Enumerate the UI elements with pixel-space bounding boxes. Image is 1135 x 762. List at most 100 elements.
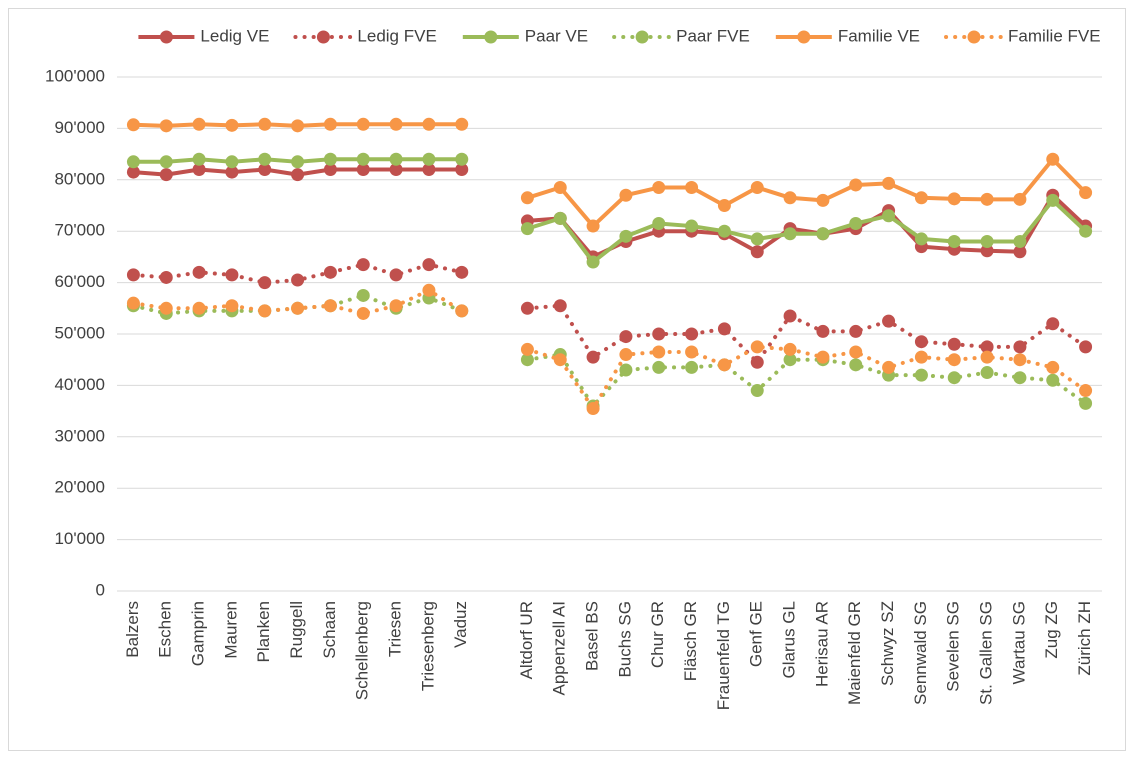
data-point [389, 152, 403, 166]
x-tick-label: Herisau AR [812, 601, 831, 687]
x-tick-label: Zürich ZH [1075, 601, 1094, 676]
data-point [1046, 373, 1060, 387]
data-point [586, 255, 600, 269]
data-point [783, 191, 797, 205]
x-tick-label: Mauren [221, 601, 240, 659]
data-point [455, 152, 469, 166]
data-point [291, 273, 305, 287]
data-point [947, 234, 961, 248]
data-point [258, 276, 272, 290]
data-point [750, 232, 764, 246]
data-point [553, 299, 567, 313]
data-point [1079, 186, 1093, 200]
data-point [717, 199, 731, 212]
data-point [882, 314, 896, 328]
data-point [225, 165, 239, 179]
x-tick-label: Genf GE [747, 601, 766, 667]
data-point [685, 181, 699, 195]
data-point [1013, 353, 1027, 367]
data-point [1013, 371, 1027, 385]
legend-label: Familie VE [838, 26, 920, 45]
data-point [1013, 245, 1027, 259]
x-tick-label: Planken [254, 601, 273, 662]
legend-marker [967, 30, 981, 44]
legend-label: Paar FVE [676, 26, 750, 45]
data-point [126, 155, 140, 169]
x-tick-label: Buchs SG [615, 601, 634, 678]
data-point [849, 178, 863, 192]
data-point [652, 345, 666, 359]
data-point [947, 192, 961, 206]
y-tick-label: 90'000 [54, 118, 105, 137]
x-tick-label: Ruggell [287, 601, 306, 659]
data-point [291, 168, 305, 182]
x-tick-label: Sennwald SG [911, 601, 930, 705]
data-point [159, 270, 173, 284]
data-point [882, 176, 896, 190]
data-point [455, 163, 469, 177]
data-point [291, 301, 305, 315]
data-point [1079, 396, 1093, 410]
data-point [225, 118, 239, 132]
data-point [1046, 193, 1060, 207]
data-point [980, 366, 994, 380]
data-point [914, 368, 928, 382]
x-tick-label: Chur GR [648, 601, 667, 668]
data-point [750, 245, 764, 259]
x-tick-label: Basel BS [583, 601, 602, 671]
data-point [323, 152, 337, 166]
data-point [389, 268, 403, 282]
data-point [619, 348, 633, 362]
data-point [258, 117, 272, 131]
data-point [947, 353, 961, 367]
data-point [422, 152, 436, 166]
data-point [783, 309, 797, 323]
y-tick-label: 20'000 [54, 478, 105, 497]
data-point [947, 371, 961, 385]
data-point [685, 345, 699, 359]
data-point [1013, 192, 1027, 206]
data-point [356, 117, 370, 131]
data-point [652, 216, 666, 230]
data-point [422, 117, 436, 131]
data-point [586, 402, 600, 416]
data-point [291, 119, 305, 133]
x-tick-label: Schaan [320, 601, 339, 659]
data-point [685, 219, 699, 233]
data-point [882, 209, 896, 223]
y-tick-label: 70'000 [54, 221, 105, 240]
data-point [126, 296, 140, 310]
data-point [159, 119, 173, 133]
data-point [323, 117, 337, 131]
y-tick-label: 60'000 [54, 272, 105, 291]
data-point [586, 219, 600, 233]
data-point [192, 265, 206, 279]
data-point [389, 299, 403, 313]
legend-marker [484, 30, 498, 44]
data-point [1079, 340, 1093, 354]
data-point [685, 327, 699, 341]
data-point [258, 152, 272, 166]
legend-label: Familie FVE [1008, 26, 1101, 45]
data-point [159, 301, 173, 315]
x-tick-label: Wartau SG [1009, 601, 1028, 684]
data-point [159, 168, 173, 182]
x-tick-label: Balzers [123, 601, 142, 658]
data-point [323, 163, 337, 177]
x-tick-label: Triesen [386, 601, 405, 657]
data-point [258, 304, 272, 318]
data-point [356, 306, 370, 320]
data-point [225, 299, 239, 313]
data-point [586, 350, 600, 364]
data-point [422, 163, 436, 177]
data-point [553, 211, 567, 225]
data-point [126, 165, 140, 179]
x-tick-label: Schwyz SZ [878, 601, 897, 686]
data-point [980, 350, 994, 364]
y-tick-label: 80'000 [54, 169, 105, 188]
y-tick-label: 40'000 [54, 375, 105, 394]
legend-marker [635, 30, 649, 44]
data-point [356, 288, 370, 302]
data-point [816, 227, 830, 241]
data-point [783, 227, 797, 241]
